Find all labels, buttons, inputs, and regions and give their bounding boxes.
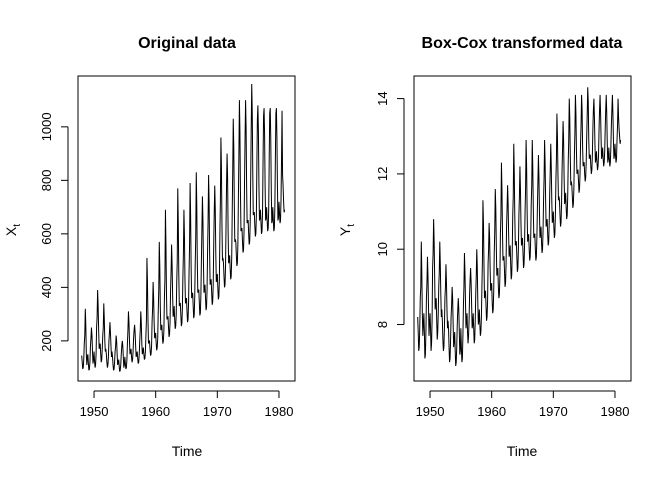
x-tick-label: 1960 [477,404,506,419]
x-tick-label: 1960 [141,404,170,419]
y-tick-label: 200 [39,330,54,352]
x-tick-label: 1950 [80,404,109,419]
y-axis-label-subscript: t [12,224,23,227]
chart-title: Box-Cox transformed data [422,35,623,52]
chart-title: Original data [138,35,236,52]
panel-boxcox: Box-Cox transformed data 1950 1960 1970 198… [337,35,632,459]
y-axis-label-main: Y [337,226,353,236]
y-axis-label-subscript: t [346,224,357,227]
x-tick-label: 1970 [203,404,232,419]
plot-frame [77,75,296,382]
y-tick-label: 10 [375,242,390,256]
x-axis: 1950 1960 1970 1980 [416,390,630,419]
y-tick-label: 14 [375,91,390,105]
x-tick-label: 1980 [601,404,630,419]
x-axis: 1950 1960 1970 1980 [80,390,294,419]
plot-frame [413,75,632,382]
y-tick-label: 12 [375,167,390,181]
y-axis-label: Yt [337,224,357,236]
y-tick-label: 1000 [39,112,54,141]
series-line [81,84,286,372]
y-axis-label: Xt [3,224,23,236]
y-axis-label-main: X [3,226,19,236]
panel-original: Original data 1950 1960 1970 1980 200 400 600… [3,35,296,459]
y-tick-label: 400 [39,277,54,299]
y-tick-label: 600 [39,223,54,245]
x-tick-label: 1980 [265,404,294,419]
y-axis: 8 10 12 14 [375,91,405,328]
x-tick-label: 1950 [416,404,445,419]
y-axis: 200 400 600 800 1000 [39,112,69,352]
y-tick-label: 800 [39,169,54,191]
x-axis-label: Time [172,443,203,459]
x-tick-label: 1970 [539,404,568,419]
x-axis-label: Time [507,443,538,459]
y-tick-label: 8 [375,321,390,328]
series-line [417,87,622,367]
